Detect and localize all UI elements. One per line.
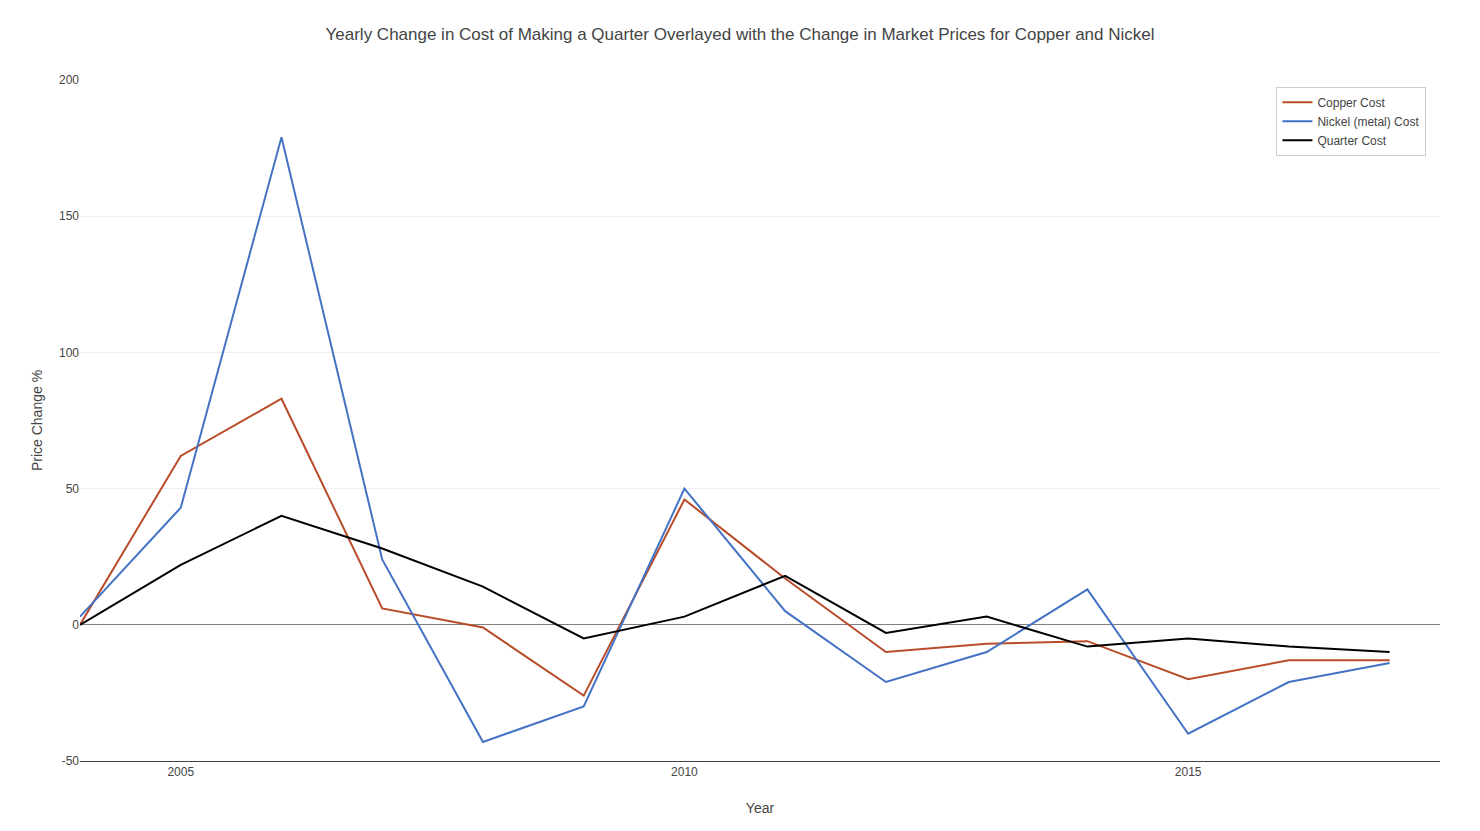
svg-text:Year: Year <box>746 800 775 816</box>
svg-text:150: 150 <box>59 209 79 223</box>
svg-text:Copper Cost: Copper Cost <box>1317 96 1385 110</box>
svg-text:2005: 2005 <box>167 765 194 779</box>
svg-text:2010: 2010 <box>671 765 698 779</box>
svg-text:Yearly Change in Cost of Makin: Yearly Change in Cost of Making a Quarte… <box>326 25 1155 44</box>
svg-text:2015: 2015 <box>1175 765 1202 779</box>
svg-text:Price Change %: Price Change % <box>29 370 45 471</box>
svg-text:Quarter Cost: Quarter Cost <box>1317 134 1386 148</box>
svg-text:-50: -50 <box>62 754 80 768</box>
svg-text:50: 50 <box>66 482 80 496</box>
svg-text:Nickel (metal) Cost: Nickel (metal) Cost <box>1317 115 1419 129</box>
svg-text:100: 100 <box>59 346 79 360</box>
svg-text:200: 200 <box>59 73 79 87</box>
svg-text:0: 0 <box>72 618 79 632</box>
